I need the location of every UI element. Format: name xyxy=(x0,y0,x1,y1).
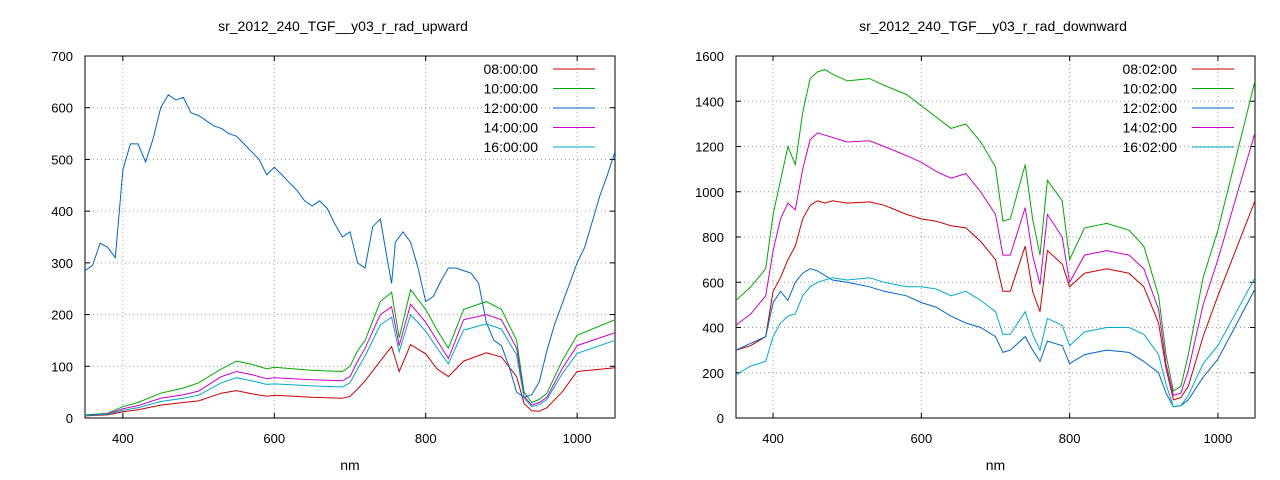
legend: 08:02:00 10:02:00 12:02:00 14:02:00 16:02:00 xyxy=(1123,61,1234,155)
y-tick-label: 200 xyxy=(51,308,73,323)
grid xyxy=(85,56,615,418)
x-axis-label: nm xyxy=(986,457,1005,473)
legend-label: 12:00:00 xyxy=(484,100,539,116)
series-line-14:00:00 xyxy=(85,303,615,416)
y-tick-label: 500 xyxy=(51,152,73,167)
legend-label: 14:00:00 xyxy=(484,120,539,136)
y-tick-label: 1400 xyxy=(695,94,724,109)
series-line-12:02:00 xyxy=(736,268,1255,408)
x-tick-label: 400 xyxy=(762,431,784,446)
y-tick-label: 1200 xyxy=(695,140,724,155)
series-line-16:00:00 xyxy=(85,313,615,416)
y-tick-label: 1000 xyxy=(695,185,724,200)
legend-label: 08:02:00 xyxy=(1123,61,1178,77)
y-tick-label: 0 xyxy=(66,411,73,426)
chart-title: sr_2012_240_TGF__y03_r_rad_upward xyxy=(218,18,468,34)
y-tick-label: 600 xyxy=(702,275,724,290)
plot-frame xyxy=(735,55,1256,419)
legend-label: 10:00:00 xyxy=(484,81,539,97)
plot-frame xyxy=(84,55,616,419)
y-tick-label: 400 xyxy=(702,321,724,336)
x-axis-label: nm xyxy=(340,457,359,473)
y-tick-label: 600 xyxy=(51,101,73,116)
y-tick-label: 700 xyxy=(51,49,73,64)
y-tick-label: 100 xyxy=(51,359,73,374)
y-tick-label: 800 xyxy=(702,230,724,245)
y-tick-label: 300 xyxy=(51,256,73,271)
series-line-16:02:00 xyxy=(736,277,1255,408)
x-tick-label: 1000 xyxy=(563,431,592,446)
series-group xyxy=(736,69,1255,408)
x-tick-label: 600 xyxy=(911,431,933,446)
series-line-12:00:00 xyxy=(85,94,615,398)
x-tick-label: 1000 xyxy=(1203,431,1232,446)
y-tick-label: 0 xyxy=(717,411,724,426)
series-line-08:00:00 xyxy=(85,343,615,417)
x-tick-label: 800 xyxy=(1059,431,1081,446)
legend: 08:00:00 10:00:00 12:00:00 14:00:00 16:00:00 xyxy=(484,61,595,155)
chart-panel-1: sr_2012_240_TGF__y03_r_rad_upward 0 100 200… xyxy=(51,18,616,473)
series-group xyxy=(85,94,615,417)
series-line-08:02:00 xyxy=(736,200,1255,401)
legend-label: 10:02:00 xyxy=(1123,81,1178,97)
series-line-10:02:00 xyxy=(736,69,1255,392)
y-tick-label: 400 xyxy=(51,204,73,219)
x-tick-label: 600 xyxy=(263,431,285,446)
series-line-10:00:00 xyxy=(85,288,615,416)
legend-label: 16:02:00 xyxy=(1123,139,1178,155)
y-tick-label: 1600 xyxy=(695,49,724,64)
x-tick-label: 400 xyxy=(112,431,134,446)
legend-label: 12:02:00 xyxy=(1123,100,1178,116)
chart-panel-2: sr_2012_240_TGF__y03_r_rad_downward 0 200 4… xyxy=(695,18,1256,473)
grid xyxy=(736,56,1255,418)
legend-label: 14:02:00 xyxy=(1123,120,1178,136)
legend-label: 08:00:00 xyxy=(484,61,539,77)
x-tick-label: 800 xyxy=(415,431,437,446)
series-line-14:02:00 xyxy=(736,132,1255,397)
legend-label: 16:00:00 xyxy=(484,139,539,155)
chart-title: sr_2012_240_TGF__y03_r_rad_downward xyxy=(859,18,1127,34)
y-tick-label: 200 xyxy=(702,366,724,381)
